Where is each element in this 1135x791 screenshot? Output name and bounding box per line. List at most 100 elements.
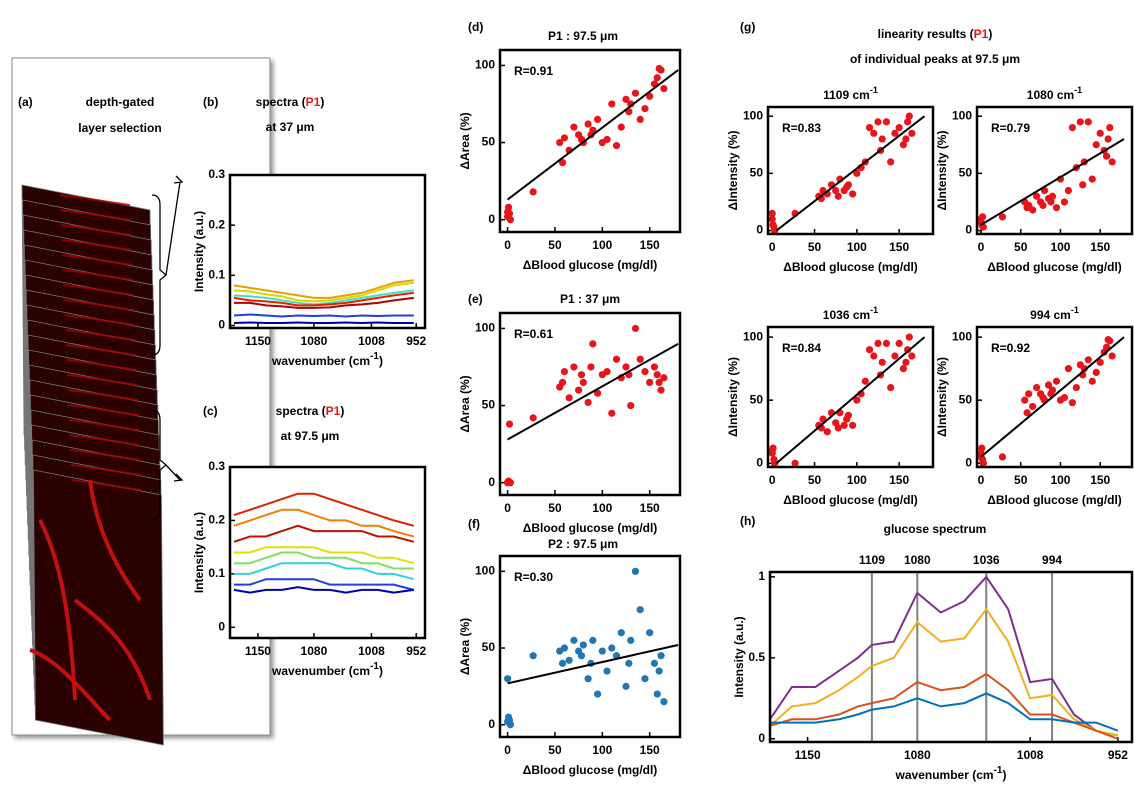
x-label-text: ΔBlood glucose (mg/dl)	[523, 763, 658, 777]
panel-title: 1109 cm-1	[823, 85, 878, 102]
point	[589, 340, 597, 348]
x-tick-label: 1008	[1017, 748, 1044, 762]
series-line	[233, 281, 414, 303]
x-label-end: )	[379, 354, 383, 368]
point	[565, 394, 573, 402]
panel-title: 1036 cm-1	[823, 305, 878, 322]
point	[660, 84, 668, 93]
point	[631, 324, 640, 333]
series-line	[233, 279, 414, 299]
panel-title-sup: -1	[870, 305, 878, 315]
plot-area	[500, 556, 680, 737]
plot-frame	[498, 48, 682, 234]
point	[895, 123, 903, 132]
point	[627, 636, 635, 644]
x-tick-label: 50	[808, 473, 822, 487]
x-tick-label: 150	[640, 743, 660, 757]
point	[608, 644, 616, 652]
x-tick-label: 150	[640, 238, 660, 252]
point	[636, 606, 644, 614]
point	[1092, 368, 1100, 377]
point	[1106, 337, 1114, 345]
fit-line	[775, 115, 926, 232]
point	[560, 368, 569, 376]
point	[908, 352, 916, 360]
point	[1048, 192, 1057, 200]
title-part: P2 : 97.5 μm	[548, 537, 618, 551]
point	[584, 398, 592, 407]
x-axis-label: ΔBlood glucose (mg/dl)	[987, 260, 1122, 274]
point	[1079, 181, 1087, 189]
y-tick-label: 0	[965, 455, 972, 469]
image-vein	[65, 329, 136, 341]
y-tick-label: 50	[750, 166, 764, 180]
title-part: linearity results (	[878, 27, 974, 41]
point	[899, 141, 907, 149]
point	[636, 115, 644, 124]
x-tick-label: 100	[592, 743, 612, 757]
panel-label: (a)	[18, 95, 33, 109]
annotation: R=0.83	[782, 121, 821, 135]
x-tick-label: 1080	[301, 334, 328, 348]
series-line	[233, 289, 414, 306]
point	[1076, 118, 1084, 126]
point	[631, 89, 640, 97]
point	[882, 339, 891, 347]
point	[771, 226, 779, 235]
point	[1021, 396, 1029, 404]
y-axis-label: ΔArea (%)	[458, 375, 472, 432]
y-tick-label: 50	[482, 398, 496, 412]
plot-area	[500, 50, 680, 232]
plot-frame	[975, 325, 1134, 469]
y-tick-label: 0.5	[748, 650, 765, 664]
point	[891, 352, 899, 360]
title-part: at 37 μm	[266, 120, 315, 134]
x-tick-label: 50	[548, 238, 562, 252]
y-axis-label: ΔArea (%)	[458, 112, 472, 169]
x-axis-label: wavenumber (cm-1)	[895, 765, 1007, 783]
point	[622, 95, 630, 103]
y-tick-label: 100	[952, 108, 972, 122]
point	[506, 216, 515, 224]
point	[608, 100, 616, 108]
x-tick-label: 50	[1014, 240, 1028, 254]
point	[874, 118, 882, 126]
y-tick-label: 50	[959, 166, 973, 180]
x-tick-label: 100	[847, 473, 867, 487]
y-tick-label: 50	[482, 640, 496, 654]
point	[653, 690, 661, 698]
point	[861, 377, 869, 385]
chart-title: of individual peaks at 97.5 μm	[850, 52, 1020, 66]
x-label-text: ΔBlood glucose (mg/dl)	[987, 493, 1122, 507]
panel-label: (e)	[468, 292, 483, 306]
x-tick-label: 100	[592, 238, 612, 252]
image-vein	[62, 254, 133, 266]
point	[598, 647, 606, 655]
point	[641, 368, 649, 376]
point	[834, 192, 842, 200]
x-tick-label: 150	[640, 501, 660, 515]
arrow	[165, 464, 181, 481]
chart-title: at 37 μm	[266, 120, 315, 134]
point	[1084, 118, 1092, 126]
point	[575, 386, 583, 394]
point	[823, 428, 831, 436]
point	[1052, 204, 1061, 212]
y-tick-label: 0	[218, 619, 225, 633]
point	[622, 682, 630, 690]
title-part: P1 : 37 μm	[560, 292, 620, 306]
x-label-text: ΔBlood glucose (mg/dl)	[783, 493, 918, 507]
point	[565, 656, 573, 664]
point	[1039, 201, 1047, 209]
point	[978, 444, 986, 452]
point	[1106, 123, 1114, 132]
image-vein	[63, 284, 134, 296]
x-axis-label: wavenumber (cm-1)	[271, 661, 383, 679]
y-tick-label: 0.2	[208, 513, 225, 527]
panel-title-sup: -1	[1074, 85, 1082, 95]
panel-label: (d)	[468, 20, 483, 34]
image-vein	[64, 314, 135, 326]
point	[902, 358, 910, 366]
series-line	[769, 575, 1119, 737]
